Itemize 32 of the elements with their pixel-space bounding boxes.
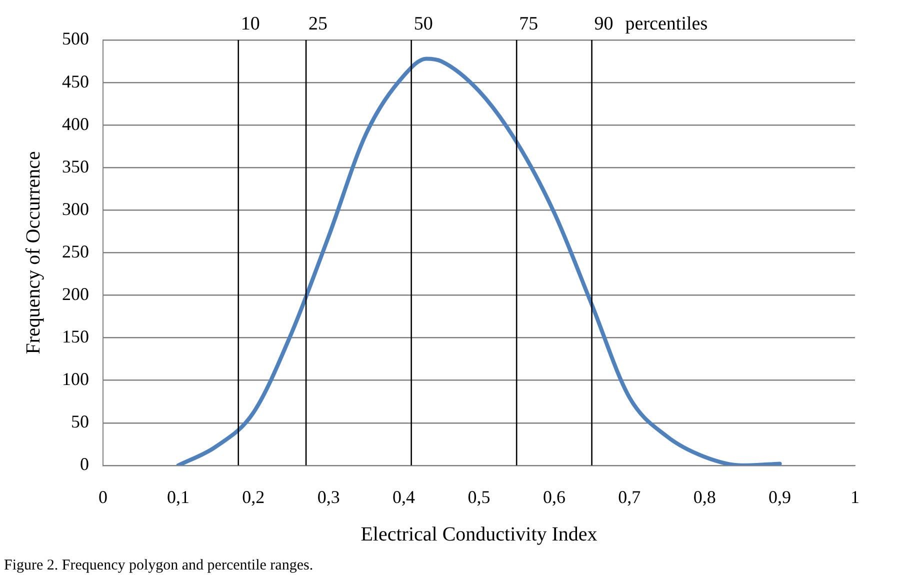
y-tick-label: 0 <box>80 454 89 474</box>
y-tick-label: 50 <box>71 412 89 432</box>
x-tick-label: 0,3 <box>317 486 340 507</box>
y-tick-label: 350 <box>62 156 89 176</box>
y-tick-label: 100 <box>62 369 89 390</box>
x-tick-label: 0,9 <box>768 486 792 507</box>
x-axis-title: Electrical Conductivity Index <box>360 523 598 546</box>
x-tick-label: 1 <box>850 486 860 507</box>
annotation: 25 <box>308 13 328 34</box>
x-tick-label: 0,8 <box>693 486 716 507</box>
line-series <box>176 56 782 466</box>
y-tick-label: 300 <box>62 198 89 219</box>
y-axis-title: Frequency of Occurrence <box>22 150 44 354</box>
y-tick-label: 450 <box>62 71 89 92</box>
x-tick-label: 0,2 <box>242 486 265 507</box>
y-tick-label: 400 <box>62 114 89 134</box>
y-tick-label: 200 <box>62 284 89 304</box>
caption: Figure 2. Frequency polygon and percentile ranges. <box>4 557 314 574</box>
x-tick-label: 0,6 <box>542 486 566 507</box>
annotation: 90 <box>594 13 614 34</box>
x-tick-label: 0,1 <box>166 486 190 507</box>
text: percentiles <box>625 13 708 34</box>
y-tick-label: 500 <box>62 28 89 49</box>
y-tick-label: 150 <box>62 326 89 347</box>
annotation: 75 <box>519 13 538 34</box>
annotation: 50 <box>414 13 433 34</box>
y-tick-label: 250 <box>62 241 89 262</box>
x-tick-label: 0,4 <box>392 486 416 507</box>
annotation: 10 <box>240 13 260 34</box>
x-tick-label: 0 <box>98 486 108 507</box>
x-tick-label: 0,5 <box>468 486 490 507</box>
x-tick-label: 0,7 <box>618 486 641 507</box>
